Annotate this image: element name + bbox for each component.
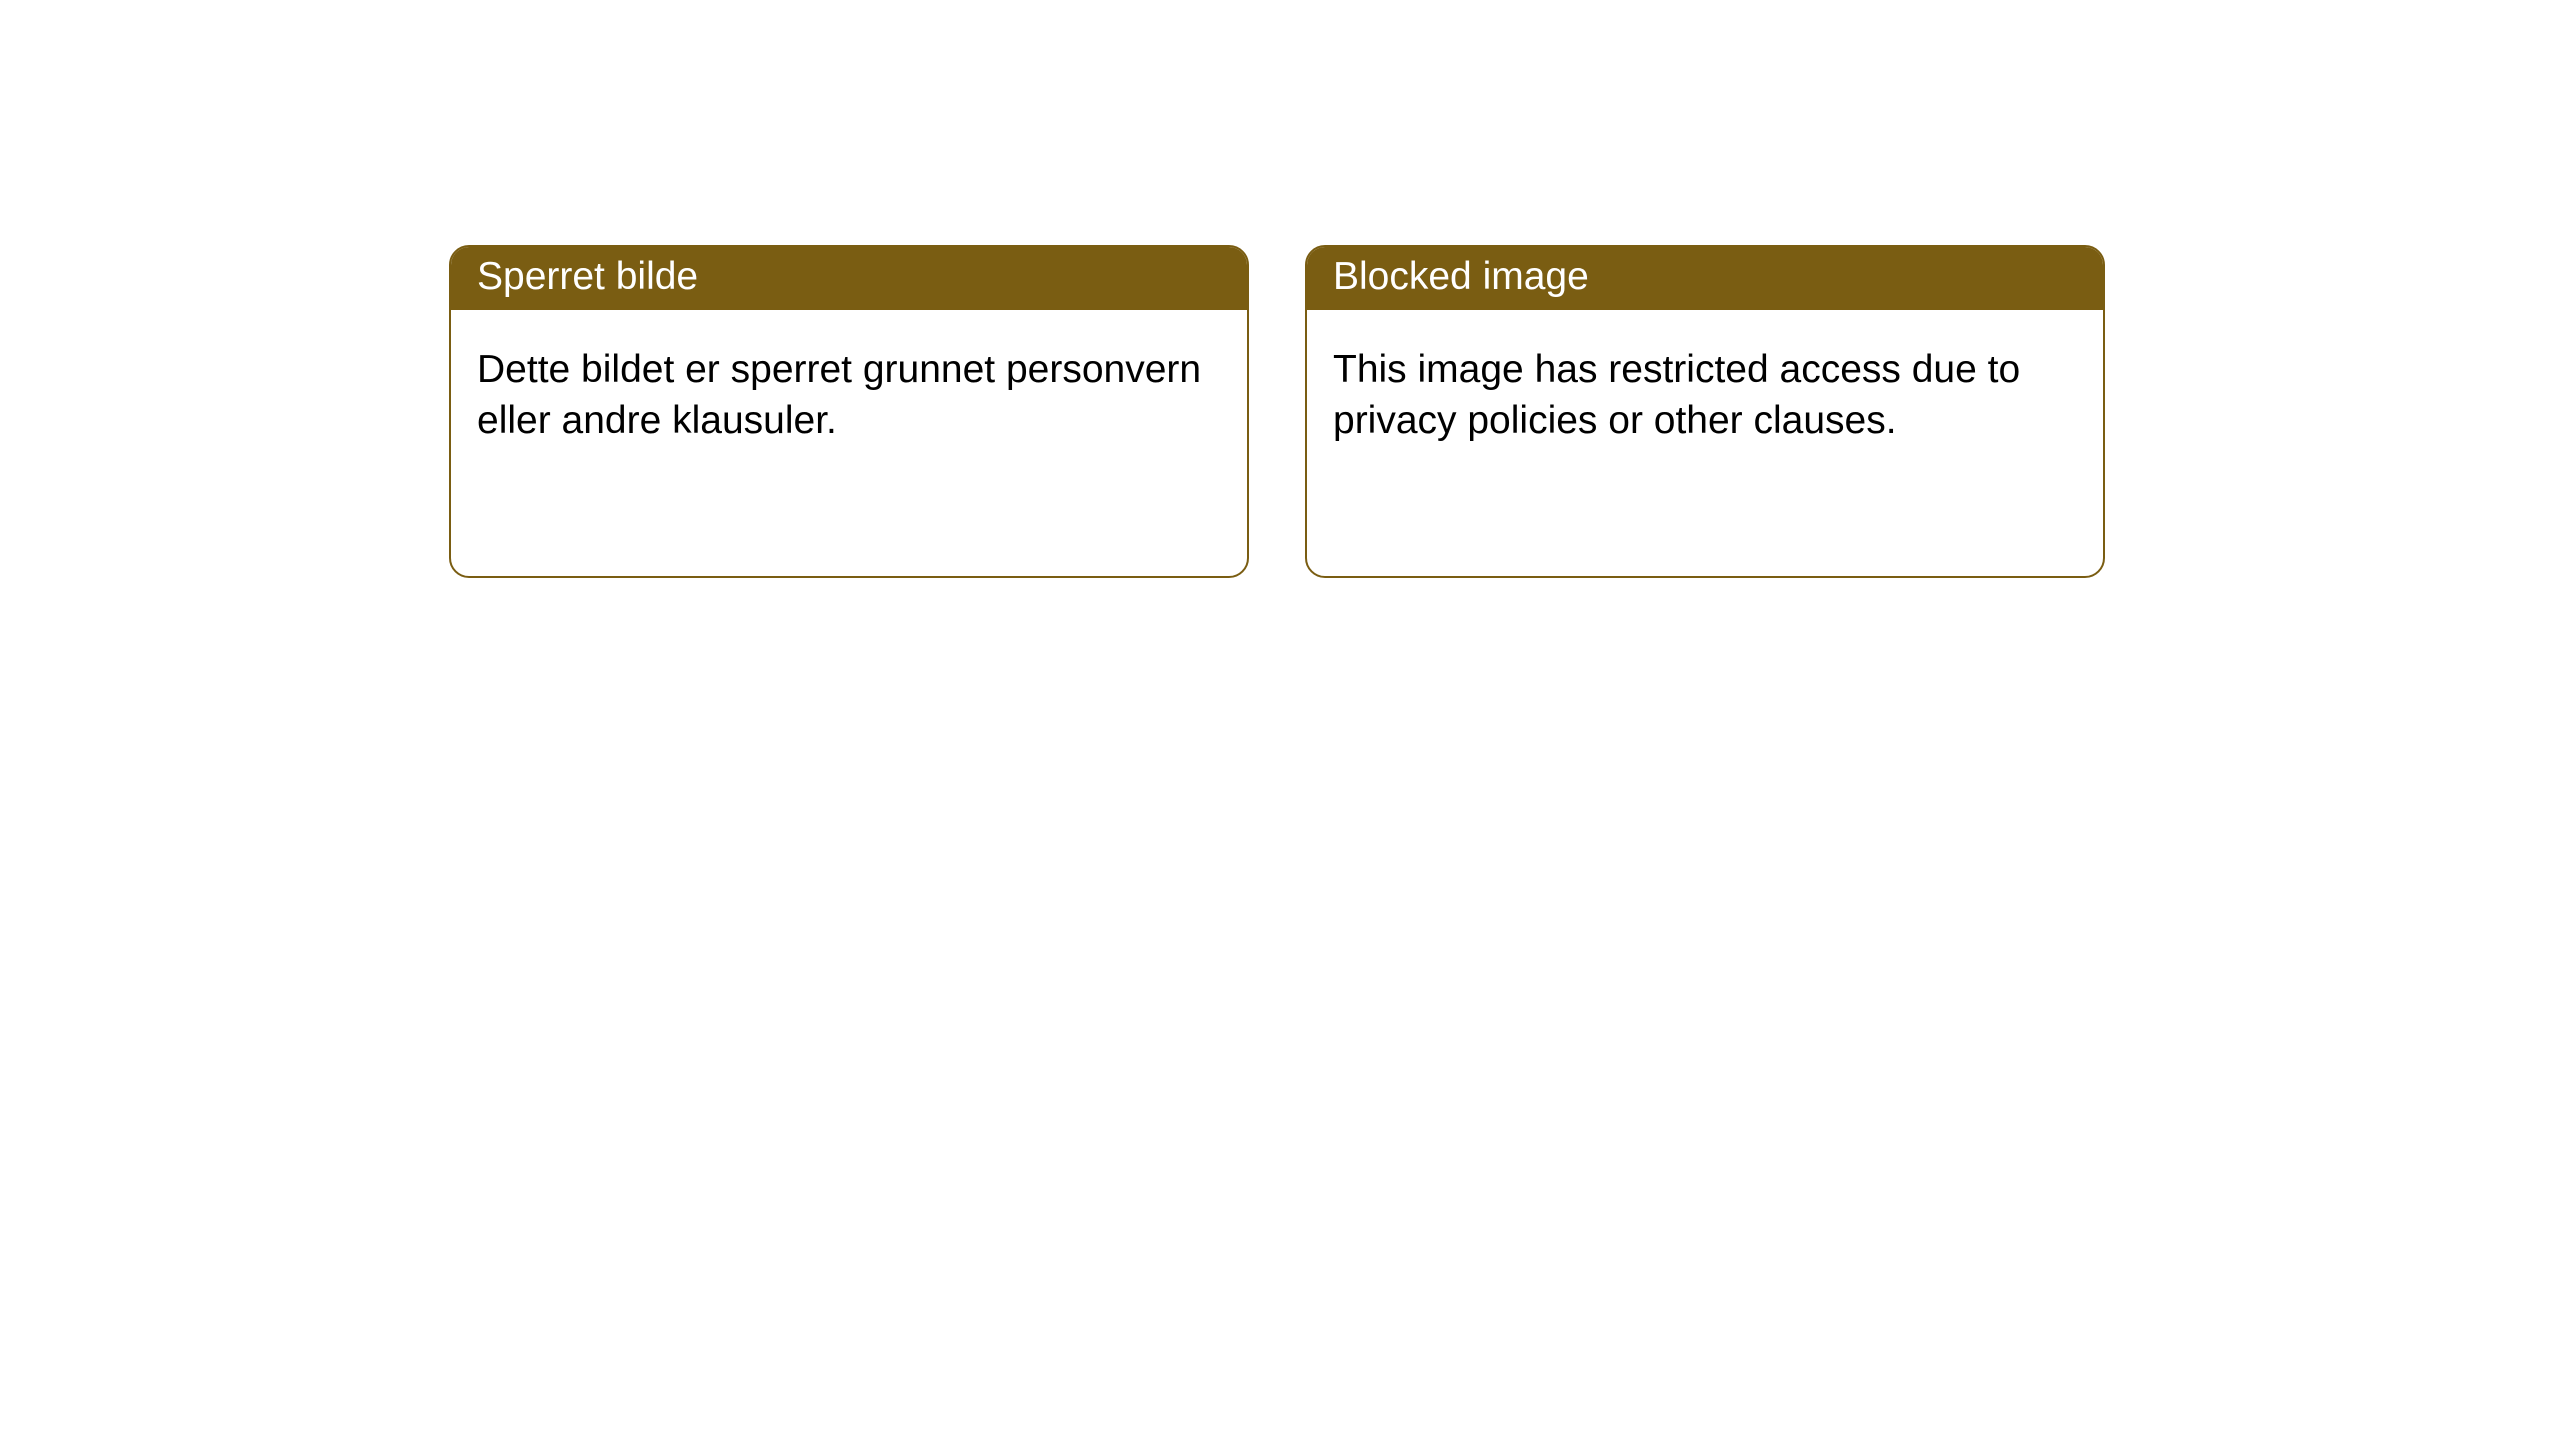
notice-card-norwegian: Sperret bilde Dette bildet er sperret gr…: [449, 245, 1249, 578]
notice-container: Sperret bilde Dette bildet er sperret gr…: [449, 245, 2105, 578]
notice-header: Sperret bilde: [451, 247, 1247, 310]
notice-title: Sperret bilde: [477, 255, 698, 298]
notice-body-text: Dette bildet er sperret grunnet personve…: [477, 348, 1201, 442]
notice-title: Blocked image: [1333, 255, 1589, 298]
notice-card-english: Blocked image This image has restricted …: [1305, 245, 2105, 578]
notice-body-text: This image has restricted access due to …: [1333, 348, 2020, 442]
notice-header: Blocked image: [1307, 247, 2103, 310]
notice-body: Dette bildet er sperret grunnet personve…: [451, 310, 1247, 481]
notice-body: This image has restricted access due to …: [1307, 310, 2103, 481]
